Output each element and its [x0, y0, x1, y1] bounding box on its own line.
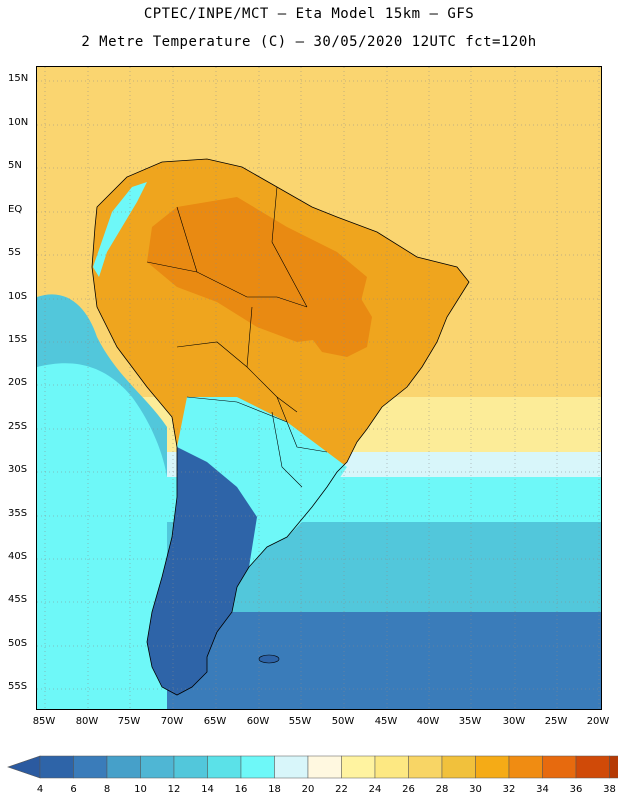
longitude-label: 75W: [117, 716, 141, 727]
falkland-islands: [258, 654, 280, 664]
country-borders: [146, 186, 328, 488]
colorbar-swatch: [73, 755, 108, 779]
latitude-label: 10S: [8, 291, 28, 302]
colorbar-swatch: [140, 755, 175, 779]
colorbar-swatch: [575, 755, 610, 779]
colorbar-swatch: [274, 755, 309, 779]
colorbar-below-triangle: [7, 755, 41, 779]
latitude-label: 5N: [8, 160, 22, 171]
latitude-label: 55S: [8, 681, 28, 692]
colorbar-label: 8: [103, 784, 111, 795]
patagonia-cold: [147, 447, 257, 695]
latitude-label: 30S: [8, 464, 28, 475]
longitude-label: 65W: [203, 716, 227, 727]
colorbar: [0, 748, 618, 800]
colorbar-label: 30: [469, 784, 482, 795]
latitude-label: 15S: [8, 334, 28, 345]
colorbar-label: 4: [36, 784, 44, 795]
map-title-line2: 2 Metre Temperature (C) – 30/05/2020 12U…: [81, 34, 537, 50]
colorbar-label: 38: [603, 784, 616, 795]
colorbar-label: 32: [502, 784, 516, 795]
colorbar-swatch: [609, 755, 618, 779]
longitude-label: 45W: [374, 716, 398, 727]
latitude-label: 20S: [8, 377, 28, 388]
colorbar-label: 12: [167, 784, 181, 795]
colorbar-label: 24: [368, 784, 382, 795]
latitude-label: 50S: [8, 638, 28, 649]
colorbar-swatch: [542, 755, 577, 779]
colorbar-label: 28: [435, 784, 449, 795]
longitude-label: 85W: [32, 716, 56, 727]
colorbar-swatch: [106, 755, 141, 779]
longitude-label: 50W: [331, 716, 355, 727]
coastline: [91, 158, 470, 696]
longitude-label: 35W: [458, 716, 482, 727]
colorbar-label: 20: [301, 784, 315, 795]
longitude-label: 30W: [502, 716, 526, 727]
longitude-label: 60W: [246, 716, 270, 727]
colorbar-label: 10: [134, 784, 147, 795]
latitude-label: 5S: [8, 247, 21, 258]
graticule: [37, 67, 601, 709]
latitude-label: 25S: [8, 421, 28, 432]
colorbar-label: 36: [569, 784, 583, 795]
colorbar-swatch: [341, 755, 376, 779]
colorbar-swatch: [307, 755, 342, 779]
longitude-label: 55W: [288, 716, 312, 727]
longitude-label: 80W: [75, 716, 99, 727]
colorbar-label: 16: [234, 784, 248, 795]
temperature-map[interactable]: [36, 66, 602, 710]
latitude-label: 15N: [8, 73, 29, 84]
longitude-label: 25W: [544, 716, 568, 727]
pacific-cyan-tongue: [37, 363, 167, 709]
colorbar-swatch: [240, 755, 275, 779]
longitude-label: 20W: [586, 716, 610, 727]
latitude-label: 45S: [8, 594, 28, 605]
colorbar-label: 26: [402, 784, 415, 795]
colorbar-label: 18: [268, 784, 281, 795]
colorbar-swatch: [39, 755, 74, 779]
colorbar-label: 22: [335, 784, 348, 795]
latitude-label: 10N: [8, 117, 29, 128]
colorbar-label: 6: [70, 784, 77, 795]
colorbar-swatch: [408, 755, 443, 779]
longitude-label: 40W: [416, 716, 440, 727]
latitude-label: 40S: [8, 551, 28, 562]
colorbar-swatch: [173, 755, 208, 779]
colorbar-swatch: [508, 755, 543, 779]
colorbar-swatch: [475, 755, 510, 779]
latitude-label: 35S: [8, 508, 28, 519]
colorbar-swatch: [374, 755, 409, 779]
longitude-label: 70W: [160, 716, 184, 727]
andes-northern-cold: [93, 182, 147, 277]
latitude-label: EQ: [8, 204, 23, 215]
colorbar-swatch: [207, 755, 242, 779]
map-title-line1: CPTEC/INPE/MCT – Eta Model 15km – GFS: [143, 6, 475, 22]
colorbar-label: 14: [201, 784, 214, 795]
central-brazil-hot-zone: [307, 292, 372, 357]
colorbar-swatch: [441, 755, 476, 779]
colorbar-label: 34: [536, 784, 549, 795]
